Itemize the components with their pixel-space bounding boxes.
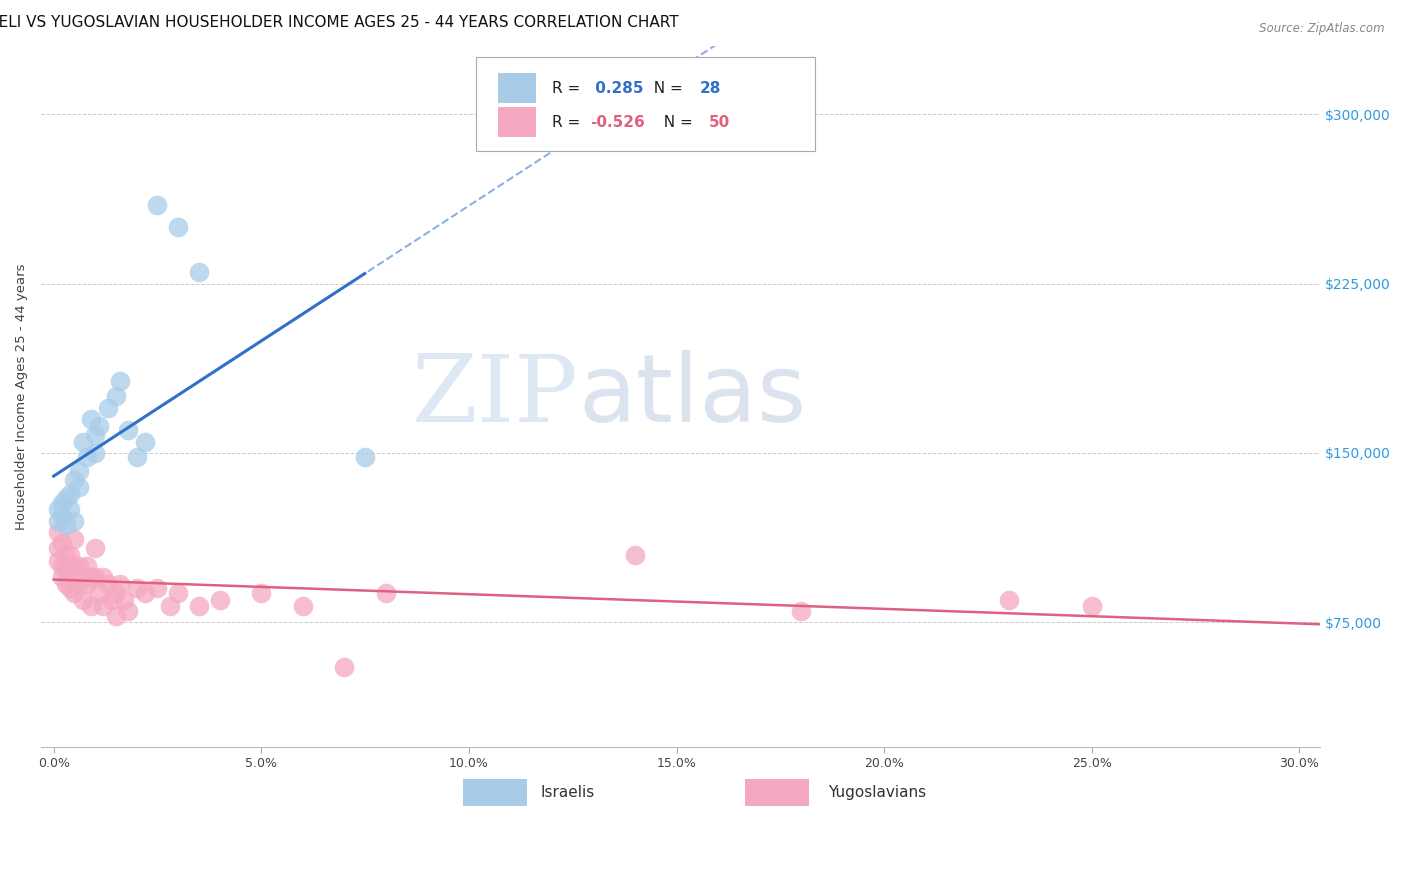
Point [112, 592, 135, 607]
Point [51, 495, 73, 509]
Point [84, 446, 107, 460]
Point [46, 554, 69, 568]
Point [97, 401, 120, 415]
Text: atlas: atlas [578, 351, 807, 442]
Text: 28: 28 [700, 80, 721, 95]
Point [51, 570, 73, 584]
Point [76, 577, 98, 591]
Point [159, 599, 181, 614]
Point [46, 541, 69, 555]
Point [46, 502, 69, 516]
Point [51, 536, 73, 550]
Y-axis label: Householder Income Ages 25 - 44 years: Householder Income Ages 25 - 44 years [15, 263, 28, 530]
Point [84, 541, 107, 555]
Point [72, 592, 94, 607]
Text: R =: R = [551, 80, 585, 95]
Point [59, 548, 82, 562]
Text: Yugoslavians: Yugoslavians [828, 785, 927, 800]
Point [76, 558, 98, 573]
Point [188, 265, 211, 279]
Point [108, 374, 131, 388]
Point [63, 558, 86, 573]
Point [67, 480, 90, 494]
Point [67, 464, 90, 478]
Text: Source: ZipAtlas.com: Source: ZipAtlas.com [1260, 22, 1385, 36]
Point [55, 563, 77, 577]
Point [250, 586, 273, 600]
Point [104, 608, 127, 623]
Point [59, 486, 82, 500]
FancyBboxPatch shape [745, 780, 808, 806]
Point [63, 532, 86, 546]
FancyBboxPatch shape [477, 57, 815, 152]
Point [134, 586, 156, 600]
Text: R =: R = [551, 115, 585, 130]
Point [117, 423, 139, 437]
Point [46, 514, 69, 528]
Point [104, 586, 127, 600]
Text: ZIP: ZIP [412, 351, 578, 442]
Point [67, 577, 90, 591]
Point [208, 592, 231, 607]
Point [59, 582, 82, 596]
FancyBboxPatch shape [464, 780, 527, 806]
Point [167, 586, 190, 600]
Point [188, 599, 211, 614]
Text: N =: N = [654, 115, 697, 130]
Point [55, 518, 77, 533]
Point [63, 514, 86, 528]
Text: 50: 50 [709, 115, 730, 130]
FancyBboxPatch shape [498, 107, 536, 137]
Point [790, 604, 813, 618]
Point [89, 586, 111, 600]
Point [291, 599, 314, 614]
Point [101, 592, 124, 607]
Point [46, 524, 69, 539]
Point [333, 660, 356, 674]
Point [59, 563, 82, 577]
Point [624, 548, 647, 562]
Point [80, 570, 103, 584]
Text: Israelis: Israelis [540, 785, 595, 800]
Point [89, 418, 111, 433]
Point [72, 570, 94, 584]
Point [63, 473, 86, 487]
Point [354, 450, 377, 465]
Point [134, 434, 156, 449]
Point [374, 586, 396, 600]
Point [51, 509, 73, 524]
Point [104, 389, 127, 403]
Point [80, 412, 103, 426]
Text: -0.526: -0.526 [591, 115, 645, 130]
Point [84, 428, 107, 442]
Point [146, 582, 169, 596]
Point [167, 220, 190, 235]
Point [72, 434, 94, 449]
Point [55, 491, 77, 505]
Text: 0.285: 0.285 [591, 80, 644, 95]
Point [93, 599, 115, 614]
Point [51, 558, 73, 573]
Point [117, 604, 139, 618]
FancyBboxPatch shape [498, 73, 536, 103]
Point [76, 450, 98, 465]
Point [125, 582, 148, 596]
Point [55, 548, 77, 562]
Point [84, 570, 107, 584]
Point [59, 502, 82, 516]
Point [108, 577, 131, 591]
Point [125, 450, 148, 465]
Point [63, 586, 86, 600]
Point [93, 570, 115, 584]
Text: N =: N = [644, 80, 688, 95]
Point [80, 599, 103, 614]
Point [55, 577, 77, 591]
Point [997, 592, 1019, 607]
Text: ISRAELI VS YUGOSLAVIAN HOUSEHOLDER INCOME AGES 25 - 44 YEARS CORRELATION CHART: ISRAELI VS YUGOSLAVIAN HOUSEHOLDER INCOM… [0, 15, 679, 30]
Point [1081, 599, 1104, 614]
Point [67, 558, 90, 573]
Point [146, 197, 169, 211]
Point [97, 577, 120, 591]
